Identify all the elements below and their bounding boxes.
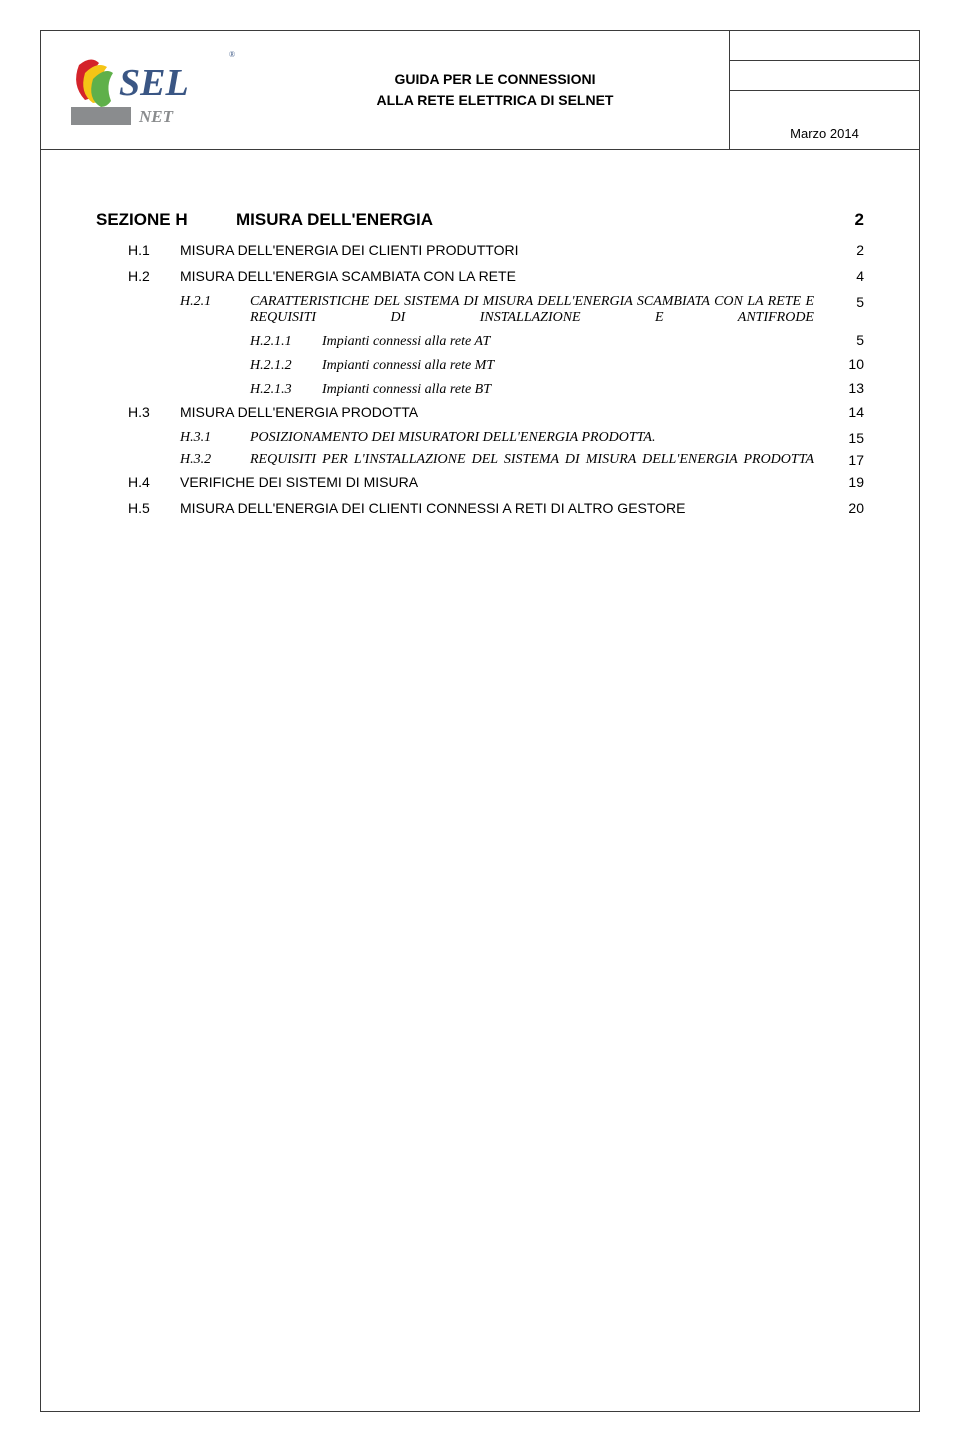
toc-entry-title: CARATTERISTICHE DEL SISTEMA DI MISURA DE… bbox=[250, 294, 834, 326]
toc-row: H.3.1POSIZIONAMENTO DEI MISURATORI DELL'… bbox=[96, 430, 864, 446]
toc-entry-title: VERIFICHE DEI SISTEMI DI MISURA bbox=[180, 474, 834, 490]
toc-entry-page: 19 bbox=[834, 474, 864, 490]
toc-section-row: SEZIONE H MISURA DELL'ENERGIA 2 bbox=[96, 210, 864, 230]
toc-entry-number: H.2.1.3 bbox=[250, 382, 322, 398]
toc-row: H.3MISURA DELL'ENERGIA PRODOTTA14 bbox=[96, 404, 864, 420]
header-right-top bbox=[730, 31, 919, 61]
toc-row: H.5MISURA DELL'ENERGIA DEI CLIENTI CONNE… bbox=[96, 500, 864, 516]
logo-net-bar bbox=[71, 107, 131, 125]
toc-section-page: 2 bbox=[834, 210, 864, 230]
header-right-cell: Marzo 2014 bbox=[729, 31, 919, 149]
toc-entry-page: 4 bbox=[834, 268, 864, 284]
toc-entry-number: H.5 bbox=[128, 500, 180, 516]
toc-entry-number: H.3 bbox=[128, 404, 180, 420]
toc-entry-title: MISURA DELL'ENERGIA PRODOTTA bbox=[180, 404, 834, 420]
toc-entry-page: 5 bbox=[834, 294, 864, 310]
toc-entry-number: H.4 bbox=[128, 474, 180, 490]
header-title-cell: GUIDA PER LE CONNESSIONI ALLA RETE ELETT… bbox=[261, 31, 729, 149]
toc-entry-page: 14 bbox=[834, 404, 864, 420]
toc-entry-number: H.2 bbox=[128, 268, 180, 284]
header-title-line2: ALLA RETE ELETTRICA DI SELNET bbox=[377, 90, 614, 111]
toc-entry-title: Impianti connessi alla rete BT bbox=[322, 382, 834, 398]
toc-entry-page: 17 bbox=[834, 452, 864, 468]
toc-entry-page: 2 bbox=[834, 242, 864, 258]
toc-row: H.3.2REQUISITI PER L'INSTALLAZIONE DEL S… bbox=[96, 452, 864, 468]
header-box: ® SEL NET GUIDA PER LE CONNESSIONI ALLA … bbox=[40, 30, 920, 150]
logo-main-text: SEL bbox=[119, 62, 189, 104]
logo-net-text: NET bbox=[138, 107, 174, 126]
toc-row: H.2.1.1Impianti connessi alla rete AT5 bbox=[96, 332, 864, 350]
toc-section-title: MISURA DELL'ENERGIA bbox=[236, 210, 834, 230]
logo-cell: ® SEL NET bbox=[41, 31, 261, 149]
toc-entry-title: Impianti connessi alla rete MT bbox=[322, 358, 834, 374]
page-container: ® SEL NET GUIDA PER LE CONNESSIONI ALLA … bbox=[0, 0, 960, 1442]
toc-entries-container: H.1MISURA DELL'ENERGIA DEI CLIENTI PRODU… bbox=[96, 242, 864, 516]
toc-entry-page: 5 bbox=[834, 332, 864, 348]
logo-registered-icon: ® bbox=[229, 50, 235, 59]
toc-row: H.2.1.2Impianti connessi alla rete MT10 bbox=[96, 356, 864, 374]
header-title-line1: GUIDA PER LE CONNESSIONI bbox=[395, 69, 596, 90]
header-right-mid bbox=[730, 61, 919, 91]
toc-entry-number: H.2.1.2 bbox=[250, 358, 322, 374]
toc-row: H.2MISURA DELL'ENERGIA SCAMBIATA CON LA … bbox=[96, 268, 864, 284]
toc-entry-page: 13 bbox=[834, 380, 864, 396]
toc-row: H.2.1CARATTERISTICHE DEL SISTEMA DI MISU… bbox=[96, 294, 864, 326]
toc-row: H.4VERIFICHE DEI SISTEMI DI MISURA19 bbox=[96, 474, 864, 490]
toc-section-label: SEZIONE H bbox=[96, 210, 236, 230]
toc-entry-number: H.3.1 bbox=[180, 430, 250, 446]
toc-entry-number: H.3.2 bbox=[180, 452, 250, 468]
toc-entry-page: 10 bbox=[834, 356, 864, 372]
toc-entry-page: 20 bbox=[834, 500, 864, 516]
toc-entry-number: H.2.1 bbox=[180, 294, 250, 310]
toc-entry-title: MISURA DELL'ENERGIA SCAMBIATA CON LA RET… bbox=[180, 268, 834, 284]
toc-row: H.1MISURA DELL'ENERGIA DEI CLIENTI PRODU… bbox=[96, 242, 864, 258]
header-date: Marzo 2014 bbox=[730, 91, 919, 149]
toc-entry-number: H.1 bbox=[128, 242, 180, 258]
toc-entry-title: REQUISITI PER L'INSTALLAZIONE DEL SISTEM… bbox=[250, 452, 834, 468]
toc-entry-title: MISURA DELL'ENERGIA DEI CLIENTI PRODUTTO… bbox=[180, 242, 834, 258]
toc-entry-title: Impianti connessi alla rete AT bbox=[322, 334, 834, 350]
selnet-logo: ® SEL NET bbox=[61, 45, 241, 135]
toc-row: H.2.1.3Impianti connessi alla rete BT13 bbox=[96, 380, 864, 398]
toc-entry-title: MISURA DELL'ENERGIA DEI CLIENTI CONNESSI… bbox=[180, 500, 834, 516]
content-box: SEZIONE H MISURA DELL'ENERGIA 2 H.1MISUR… bbox=[40, 150, 920, 1412]
toc-entry-page: 15 bbox=[834, 430, 864, 446]
toc-entry-number: H.2.1.1 bbox=[250, 334, 322, 350]
toc-entry-title: POSIZIONAMENTO DEI MISURATORI DELL'ENERG… bbox=[250, 430, 834, 446]
